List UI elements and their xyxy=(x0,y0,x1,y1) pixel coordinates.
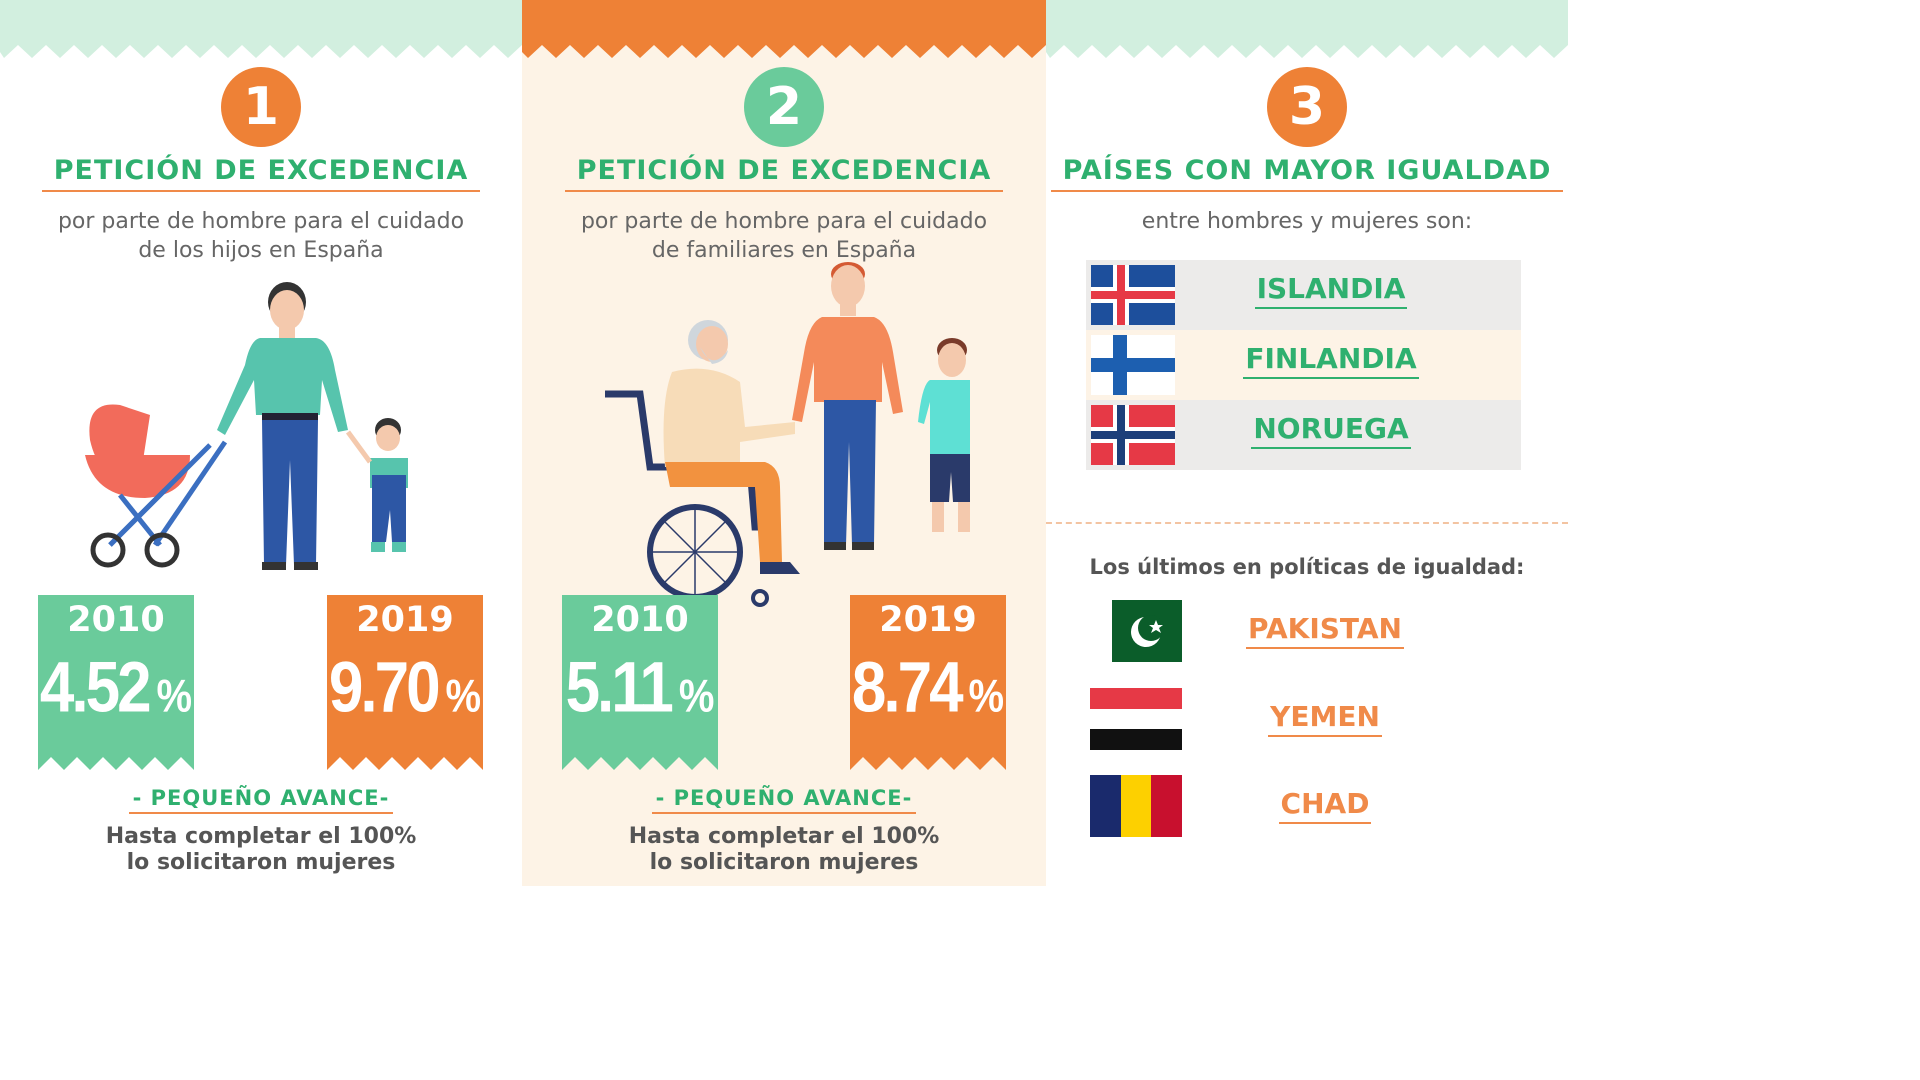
stat-2019-ribbon: 2019 9.70% xyxy=(327,595,483,770)
stat-year: 2019 xyxy=(879,600,977,640)
country-name: PAKISTAN xyxy=(1240,612,1410,649)
note-text: Hasta completar el 100% lo solicitaron m… xyxy=(628,824,940,875)
country-row-chad: CHAD xyxy=(1090,775,1530,839)
iceland-flag-icon xyxy=(1091,265,1175,325)
number-badge: 3 xyxy=(1267,67,1347,147)
last-countries-title: Los últimos en políticas de igualdad: xyxy=(1089,555,1525,579)
country-row-noruega: NORUEGA xyxy=(1086,400,1521,470)
top-zigzag-band xyxy=(0,0,522,58)
stat-year: 2019 xyxy=(356,600,454,640)
section-subtitle: por parte de hombre para el cuidado de f… xyxy=(580,209,988,263)
pakistan-flag-icon xyxy=(1090,600,1182,662)
stat-2010-ribbon: 2010 5.11% xyxy=(562,595,718,770)
stat-value: 8.74% xyxy=(851,648,1005,728)
note-text: Hasta completar el 100% lo solicitaron m… xyxy=(105,824,417,875)
country-name: NORUEGA xyxy=(1236,412,1426,449)
stat-year: 2010 xyxy=(591,600,689,640)
stat-2019-ribbon: 2019 8.74% xyxy=(850,595,1006,770)
stat-value: 4.52% xyxy=(39,648,193,728)
top-zigzag-band xyxy=(1046,0,1568,58)
country-row-yemen: YEMEN xyxy=(1090,688,1530,752)
top-zigzag-band xyxy=(522,0,1046,58)
advance-label: - PEQUEÑO AVANCE- xyxy=(0,786,522,814)
section-title: PETICIÓN DE EXCEDENCIA xyxy=(522,155,1046,192)
country-name: ISLANDIA xyxy=(1236,272,1426,309)
chad-flag-icon xyxy=(1090,775,1182,837)
country-row-finlandia: FINLANDIA xyxy=(1086,330,1521,400)
family-wheelchair-illustration xyxy=(605,262,970,607)
section-1: 1 PETICIÓN DE EXCEDENCIA por parte de ho… xyxy=(0,0,522,886)
finland-flag-icon xyxy=(1091,335,1175,395)
country-row-pakistan: PAKISTAN xyxy=(1090,600,1530,664)
section-title: PAÍSES CON MAYOR IGUALDAD xyxy=(1046,155,1568,192)
country-name: FINLANDIA xyxy=(1236,342,1426,379)
country-name: CHAD xyxy=(1240,787,1410,824)
stat-year: 2010 xyxy=(67,600,165,640)
section-subtitle: entre hombres y mujeres son: xyxy=(1141,209,1473,234)
country-name: YEMEN xyxy=(1240,700,1410,737)
section-2: 2 PETICIÓN DE EXCEDENCIA por parte de ho… xyxy=(522,0,1046,886)
norway-flag-icon xyxy=(1091,405,1175,465)
advance-label: - PEQUEÑO AVANCE- xyxy=(522,786,1046,814)
section-divider xyxy=(1046,522,1568,524)
section-subtitle: por parte de hombre para el cuidado de l… xyxy=(57,209,465,263)
stat-value: 5.11% xyxy=(565,648,715,728)
country-row-islandia: ISLANDIA xyxy=(1086,260,1521,330)
stat-value: 9.70% xyxy=(328,648,482,728)
section-3: 3 PAÍSES CON MAYOR IGUALDAD entre hombre… xyxy=(1046,0,1568,886)
yemen-flag-icon xyxy=(1090,688,1182,750)
section-title: PETICIÓN DE EXCEDENCIA xyxy=(0,155,522,192)
number-badge: 1 xyxy=(221,67,301,147)
number-badge: 2 xyxy=(744,67,824,147)
father-stroller-child-illustration xyxy=(85,282,408,570)
stat-2010-ribbon: 2010 4.52% xyxy=(38,595,194,770)
